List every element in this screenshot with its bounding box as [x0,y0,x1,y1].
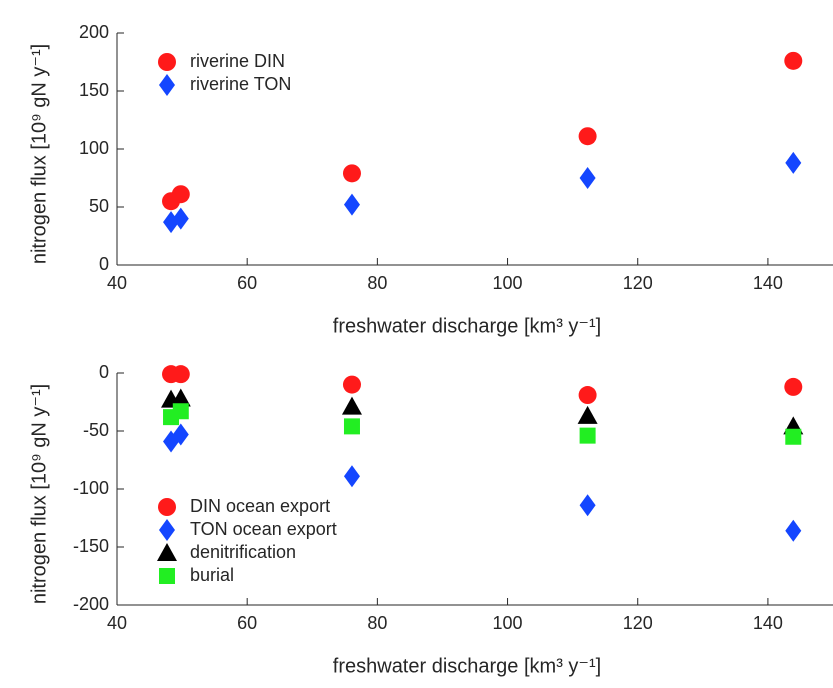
marker-circle [578,127,597,146]
x-tick-label: 60 [237,613,257,633]
marker-triangle [577,405,598,424]
marker-square [785,428,802,445]
marker-circle [784,377,803,396]
marker-diamond [579,167,596,189]
marker-square [172,403,189,420]
x-axis-label: freshwater discharge [km³ y⁻¹] [333,315,601,337]
marker-diamond [579,494,596,517]
x-tick-label: 40 [107,273,127,293]
marker-diamond [785,519,802,542]
x-tick-label: 120 [623,613,653,633]
marker-square [579,427,596,444]
x-tick-label: 60 [237,273,257,293]
marker-circle [171,365,190,384]
marker-triangle [341,396,362,415]
marker-circle [342,164,361,183]
legend-marker [159,74,175,96]
legend-label: denitrification [190,542,296,562]
legend-label: riverine DIN [190,51,285,71]
marker-circle [784,51,803,70]
marker-square [343,418,360,435]
marker-circle [342,375,361,394]
x-tick-label: 40 [107,613,127,633]
x-tick-label: 100 [493,613,523,633]
x-tick-label: 80 [367,273,387,293]
y-tick-label: 0 [99,254,109,274]
y-tick-label: 150 [79,80,109,100]
marker-diamond [343,193,360,216]
y-axis-label: nitrogen flux [10⁹ gN y⁻¹] [28,44,50,264]
x-tick-label: 100 [493,273,523,293]
marker-circle [171,185,190,204]
x-tick-label: 140 [753,273,783,293]
y-tick-label: 100 [79,138,109,158]
legend-label: burial [190,565,234,585]
marker-diamond [343,465,360,488]
legend-marker [157,543,177,561]
y-tick-label: 200 [79,22,109,42]
x-tick-label: 140 [753,613,783,633]
y-tick-label: -200 [73,594,109,614]
y-tick-label: 50 [89,196,109,216]
legend-label: riverine TON [190,74,291,94]
marker-triangle [170,388,191,407]
legend-marker [158,498,176,516]
legend-marker [159,568,175,584]
y-axis-label: nitrogen flux [10⁹ gN y⁻¹] [28,384,50,604]
marker-diamond [785,151,802,174]
legend-marker [159,519,175,541]
legend-marker [158,53,176,71]
x-axis-label: freshwater discharge [km³ y⁻¹] [333,655,601,677]
x-tick-label: 120 [623,273,653,293]
legend-label: TON ocean export [190,519,337,539]
y-tick-label: -150 [73,536,109,556]
marker-diamond [172,423,189,446]
y-tick-label: -50 [83,420,109,440]
marker-circle [578,386,597,405]
marker-diamond [172,207,189,230]
x-tick-label: 80 [367,613,387,633]
y-tick-label: -100 [73,478,109,498]
legend-label: DIN ocean export [190,496,330,516]
y-tick-label: 0 [99,362,109,382]
